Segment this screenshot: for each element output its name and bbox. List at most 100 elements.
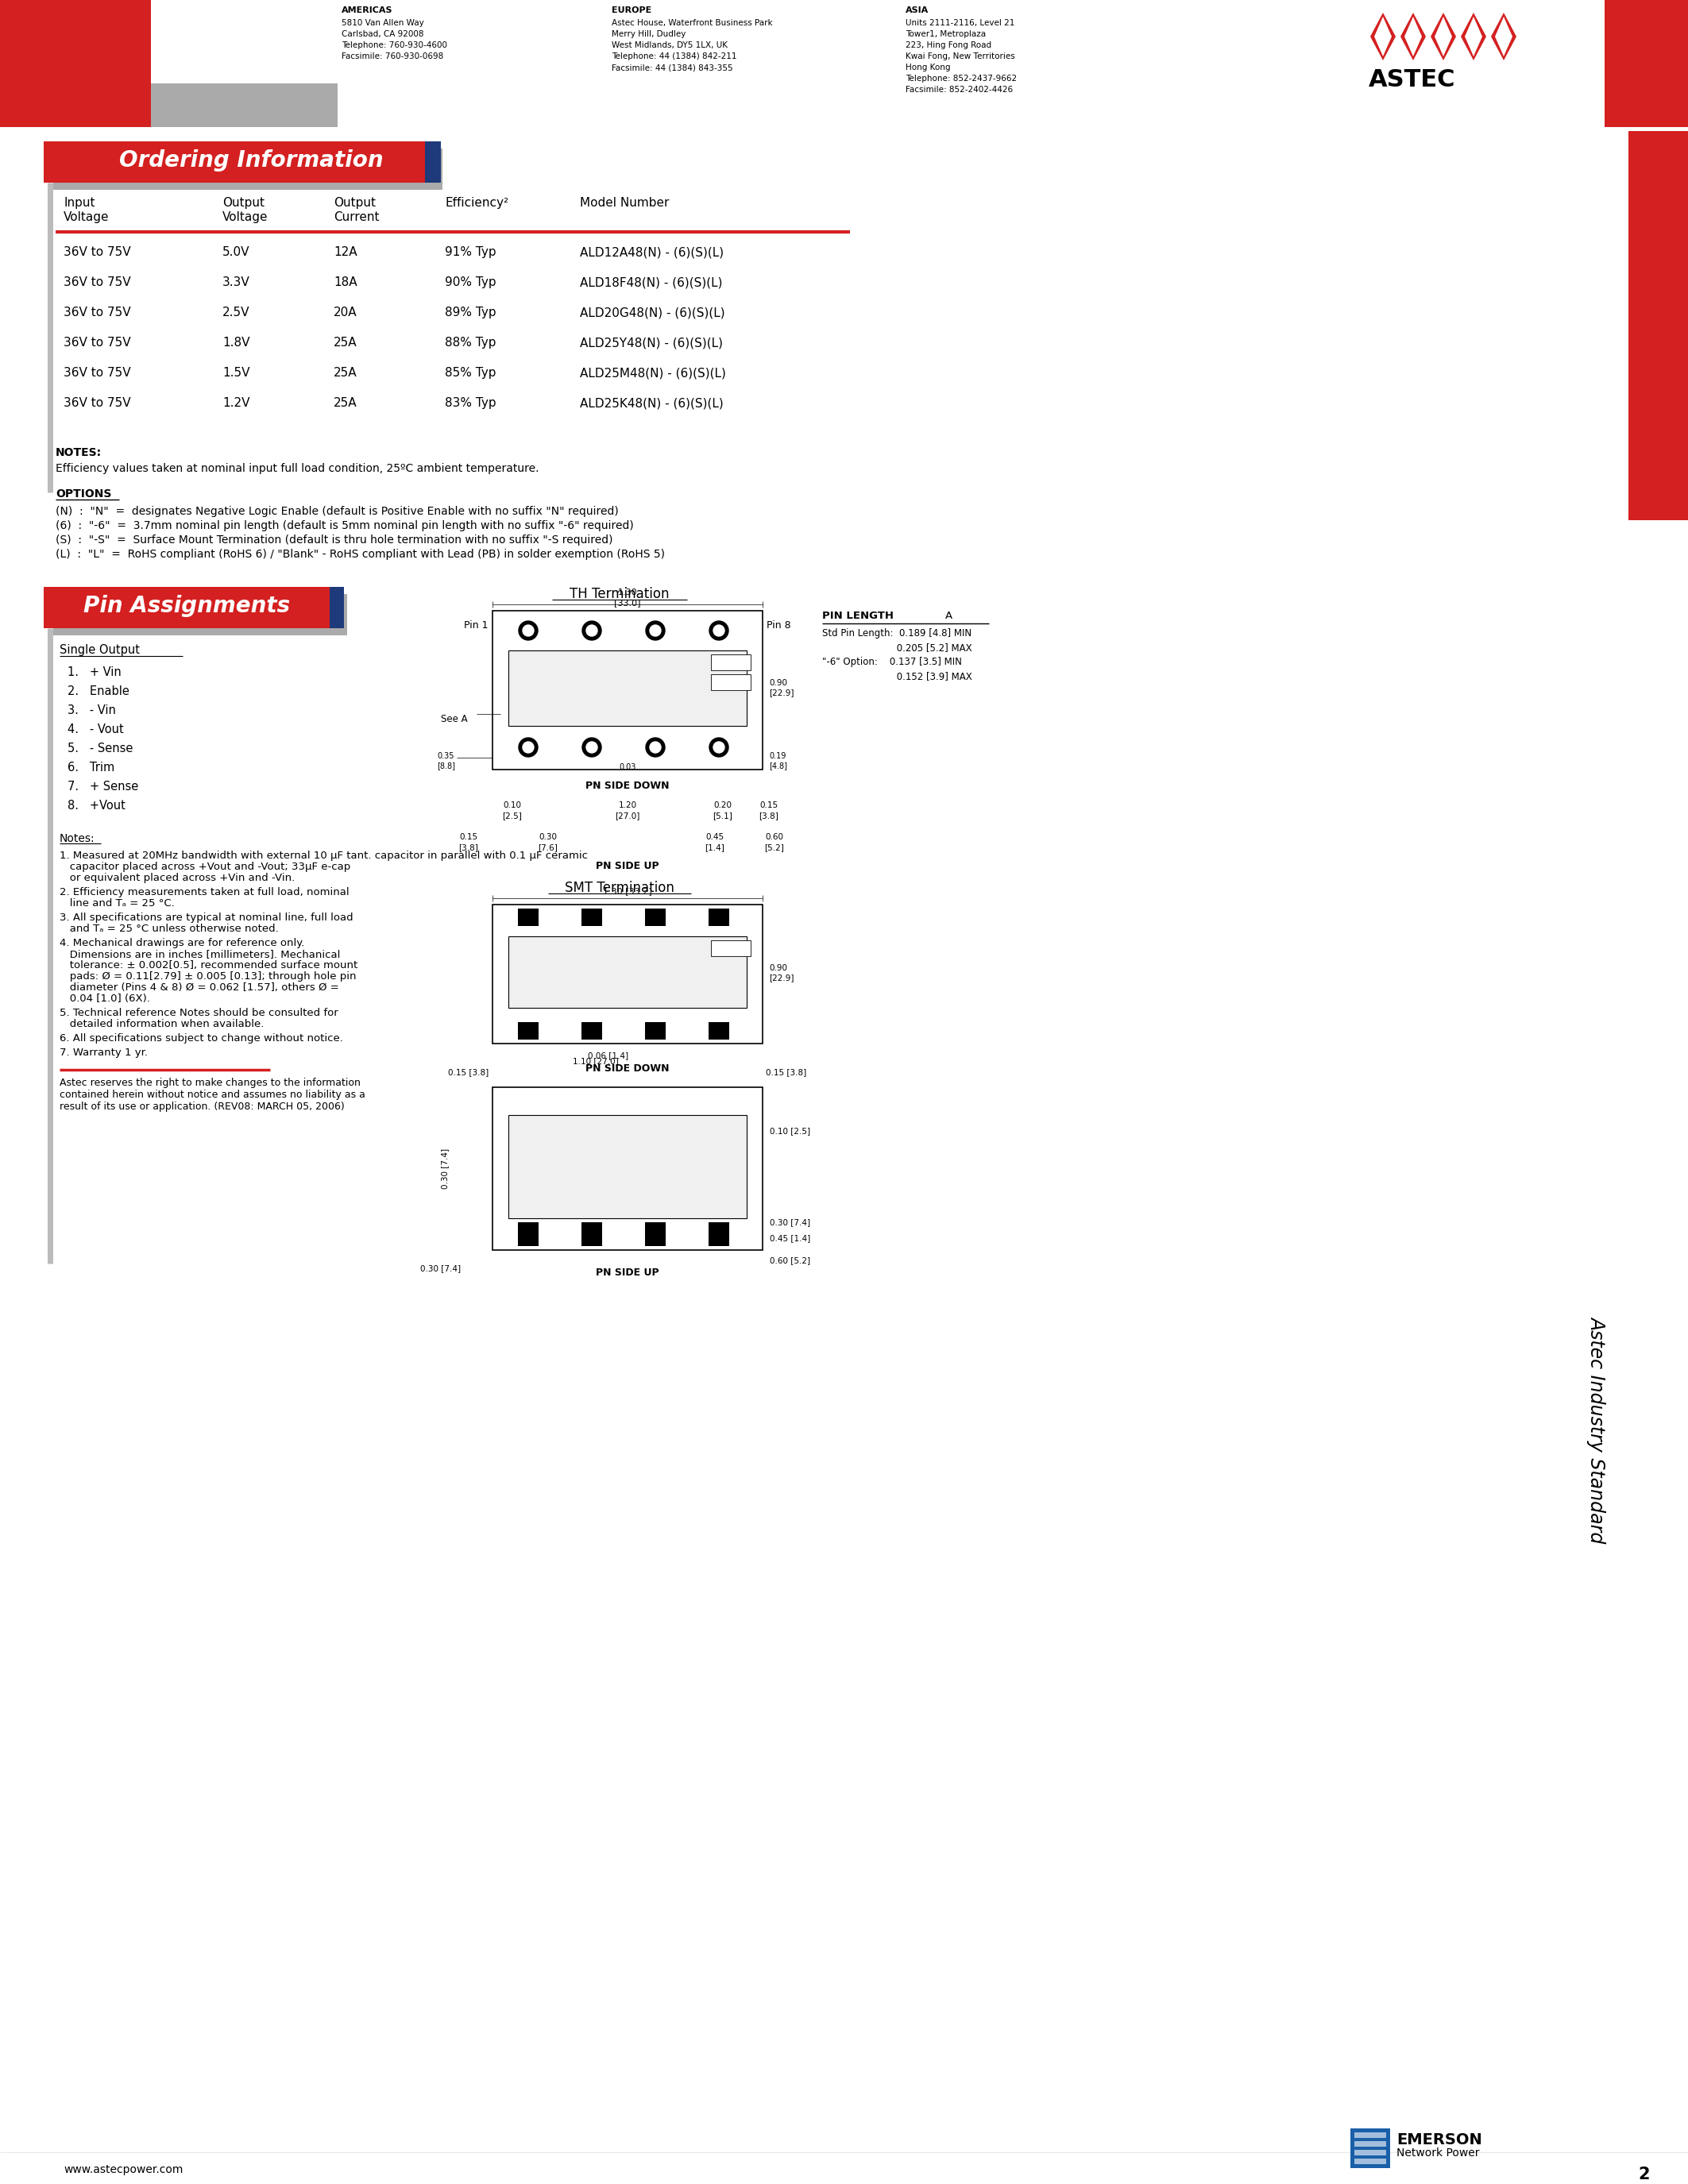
Text: ASTEC: ASTEC (1369, 68, 1455, 92)
Bar (54, 594, 348, 636)
Text: Telephone: 852-2437-9662: Telephone: 852-2437-9662 (905, 74, 1016, 83)
Circle shape (650, 743, 662, 753)
Bar (1350, 2129, 1391, 2169)
Text: 0.152 [3.9] MAX: 0.152 [3.9] MAX (822, 670, 972, 681)
Text: Model Number: Model Number (581, 197, 668, 210)
Text: Output: Output (223, 197, 265, 210)
Text: Single Output: Single Output (59, 644, 140, 655)
Text: 0.03: 0.03 (619, 762, 636, 771)
Text: 0.10: 0.10 (503, 802, 522, 810)
Text: ALD12A48(N) - (6)(S)(L): ALD12A48(N) - (6)(S)(L) (581, 247, 724, 258)
Bar (709, 909, 729, 926)
Text: Tower1, Metroplaza: Tower1, Metroplaza (905, 31, 986, 37)
Circle shape (582, 738, 601, 758)
Text: Current: Current (334, 212, 380, 223)
Polygon shape (1371, 13, 1396, 61)
Polygon shape (1404, 17, 1421, 57)
Polygon shape (1401, 13, 1426, 61)
Text: [1.4]: [1.4] (706, 843, 724, 852)
Text: EUROPE: EUROPE (611, 7, 652, 15)
Text: 0.19: 0.19 (770, 751, 787, 760)
Text: 0.06 [1.4]: 0.06 [1.4] (587, 1051, 628, 1059)
Text: 223, Hing Fong Road: 223, Hing Fong Road (905, 41, 991, 50)
Text: (S)  :  "-S"  =  Surface Mount Termination (default is thru hole termination wit: (S) : "-S" = Surface Mount Termination (… (56, 535, 613, 546)
Bar (44, 587, 329, 629)
Text: SMT Termination: SMT Termination (565, 880, 675, 895)
Bar (493, 904, 763, 1044)
Text: 7.   + Sense: 7. + Sense (68, 780, 138, 793)
Text: detailed information when available.: detailed information when available. (59, 1020, 263, 1029)
Text: 0.15: 0.15 (459, 832, 478, 841)
Text: PN SIDE UP: PN SIDE UP (596, 860, 658, 871)
Text: [33.0]: [33.0] (614, 598, 641, 607)
Text: 2: 2 (1639, 2167, 1651, 2182)
Text: 6.   Trim: 6. Trim (68, 762, 115, 773)
Text: [8.8]: [8.8] (437, 762, 456, 769)
Circle shape (647, 738, 665, 758)
Text: Astec Industry Standard: Astec Industry Standard (1587, 1317, 1607, 1542)
Bar (581, 1223, 603, 1247)
Text: 0.10 [2.5]: 0.10 [2.5] (770, 1127, 810, 1136)
Text: 4. Mechanical drawings are for reference only.: 4. Mechanical drawings are for reference… (59, 937, 304, 948)
Text: PN SIDE DOWN: PN SIDE DOWN (586, 780, 670, 791)
Text: Telephone: 760-930-4600: Telephone: 760-930-4600 (341, 41, 447, 50)
Text: ASIA: ASIA (905, 7, 928, 15)
Text: 0.45: 0.45 (706, 832, 724, 841)
Text: 0.90: 0.90 (770, 679, 787, 688)
Text: (N)  :  "N"  =  designates Negative Logic Enable (default is Positive Enable wit: (N) : "N" = designates Negative Logic En… (56, 507, 618, 518)
Text: 1. Measured at 20MHz bandwidth with external 10 μF tant. capacitor in parallel w: 1. Measured at 20MHz bandwidth with exte… (59, 850, 587, 860)
Text: 1.8V: 1.8V (223, 336, 250, 349)
Text: [5.2]: [5.2] (765, 843, 785, 852)
Circle shape (714, 743, 724, 753)
Text: [2.5]: [2.5] (503, 812, 522, 819)
Polygon shape (1465, 17, 1482, 57)
Text: 25A: 25A (334, 336, 358, 349)
Text: 83% Typ: 83% Typ (446, 397, 496, 408)
Text: Facsimile: 44 (1384) 843-355: Facsimile: 44 (1384) 843-355 (611, 63, 733, 72)
Bar (645, 1223, 665, 1247)
Text: [27.0]: [27.0] (614, 812, 640, 819)
Circle shape (523, 743, 533, 753)
Text: 7. Warranty 1 yr.: 7. Warranty 1 yr. (59, 1048, 149, 1057)
Text: 36V to 75V: 36V to 75V (64, 306, 130, 319)
Text: ALD18F48(N) - (6)(S)(L): ALD18F48(N) - (6)(S)(L) (581, 277, 722, 288)
Text: NOTES:: NOTES: (56, 448, 101, 459)
Polygon shape (1491, 13, 1516, 61)
Polygon shape (1496, 17, 1512, 57)
Text: OPTIONS: OPTIONS (56, 489, 111, 500)
Text: EMERSON: EMERSON (1396, 2132, 1482, 2147)
Text: 1.30 [33.2]: 1.30 [33.2] (603, 887, 652, 895)
Text: pads: Ø = 0.11[2.79] ± 0.005 [0.13]; through hole pin: pads: Ø = 0.11[2.79] ± 0.005 [0.13]; thr… (59, 972, 356, 981)
Text: Facsimile: 852-2402-4426: Facsimile: 852-2402-4426 (905, 85, 1013, 94)
Circle shape (647, 620, 665, 640)
Text: Pin 8: Pin 8 (766, 620, 792, 631)
Text: Ordering Information: Ordering Information (120, 149, 383, 173)
Polygon shape (1374, 17, 1391, 57)
Bar (44, 142, 441, 183)
Text: [22.9]: [22.9] (770, 974, 793, 981)
Text: 1.2V: 1.2V (223, 397, 250, 408)
Text: 1.20: 1.20 (618, 802, 636, 810)
Text: Telephone: 44 (1384) 842-211: Telephone: 44 (1384) 842-211 (611, 52, 736, 61)
Text: and Tₐ = 25 °C unless otherwise noted.: and Tₐ = 25 °C unless otherwise noted. (59, 924, 279, 935)
Text: 89% Typ: 89% Typ (446, 306, 496, 319)
Circle shape (586, 743, 598, 753)
Text: 1.5V: 1.5V (223, 367, 250, 378)
Text: 0.30: 0.30 (538, 832, 557, 841)
Polygon shape (1435, 17, 1452, 57)
Text: 88% Typ: 88% Typ (446, 336, 496, 349)
Text: Kwai Fong, New Territories: Kwai Fong, New Territories (905, 52, 1014, 61)
Text: Hong Kong: Hong Kong (905, 63, 950, 72)
Bar (518, 1223, 538, 1247)
Text: 2. Efficiency measurements taken at full load, nominal: 2. Efficiency measurements taken at full… (59, 887, 349, 898)
Bar (645, 909, 665, 926)
Text: ALD25: ALD25 (1641, 266, 1674, 387)
Text: 20A: 20A (334, 306, 358, 319)
Text: ALD25K48(N) - (6)(S)(L): ALD25K48(N) - (6)(S)(L) (581, 397, 724, 408)
Text: contained herein without notice and assumes no liability as a: contained herein without notice and assu… (59, 1090, 365, 1101)
Bar (581, 1022, 603, 1040)
Text: TH Termination: TH Termination (571, 587, 670, 601)
Text: 0.35: 0.35 (437, 751, 454, 760)
Text: 36V to 75V: 36V to 75V (64, 277, 130, 288)
Bar (44, 587, 344, 629)
